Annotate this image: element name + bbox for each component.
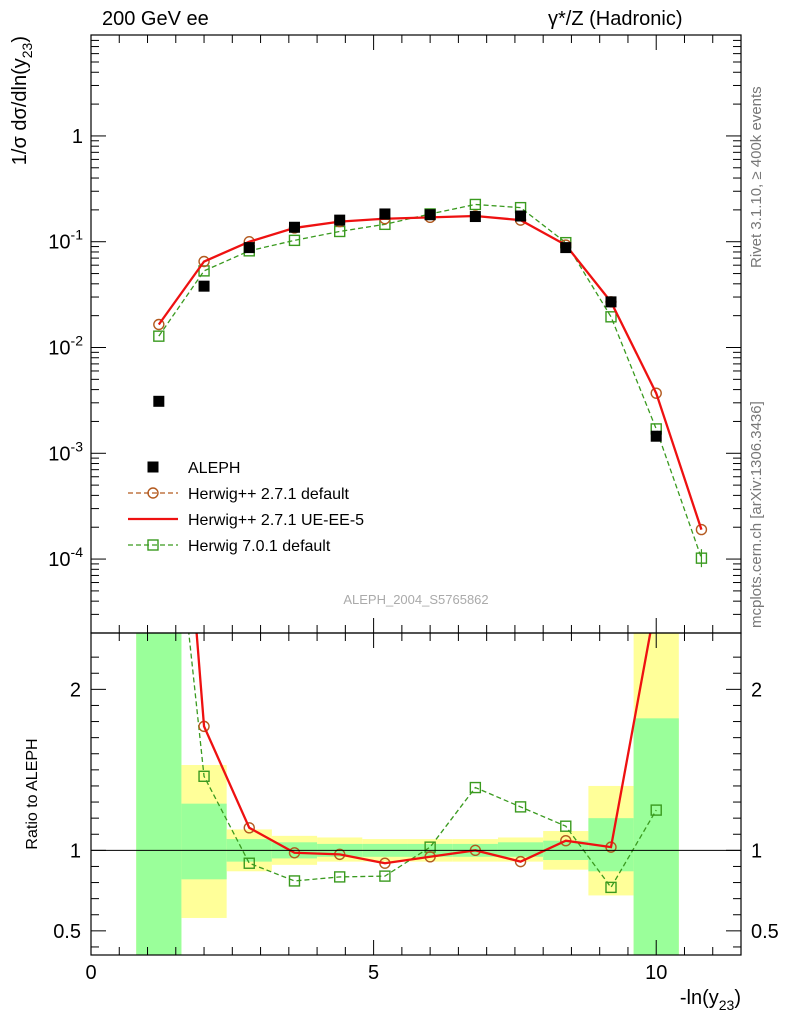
main-point-aleph-3 (288, 221, 300, 233)
main-point-aleph-12 (696, 639, 707, 650)
right-title: γ*/Z (Hadronic) (548, 8, 683, 30)
main-point-aleph-7 (469, 211, 481, 223)
ratio-point-herwig-2-7-1-default-2 (243, 822, 255, 834)
main-point-herwig-7-0-1-default-12 (695, 552, 708, 564)
main-point-herwig-7-0-1-default-0 (153, 330, 165, 342)
ratio-point-herwig-7-0-1-default-10 (605, 881, 617, 894)
ratio-point-herwig-2-7-1-default-0 (154, 153, 164, 163)
main-series (153, 198, 708, 650)
main-line-herwig-2-7-1-default (158, 215, 703, 530)
legend-label-herwig-2-7-1-default: Herwig++ 2.7.1 default (188, 486, 350, 503)
main-point-aleph-5 (379, 208, 391, 220)
main-ytick-label-exp-1: -3 (71, 438, 84, 454)
main-ytick-label-4: 1 (72, 126, 83, 148)
main-ytick-label-3: 10-1 (48, 227, 83, 254)
ratio-point-herwig-7-0-1-default-2 (243, 857, 255, 869)
band-inner-8 (497, 842, 544, 857)
ratio-ytick-label-right-2: 2 (751, 679, 762, 701)
main-ytick-label-2: 10-2 (48, 333, 83, 360)
ratio-xtick-label-0: 0 (85, 962, 96, 984)
ratio-ytick-label-right-0: 0.5 (751, 921, 779, 943)
ratio-point-herwig-2-7-1-default-8 (514, 855, 527, 868)
band-inner-1 (181, 803, 227, 880)
ratio-xtick-label-1: 5 (368, 962, 379, 984)
main-line-herwig-7-0-1-default (158, 203, 703, 559)
ratio-xlabel: -ln(y23) (680, 987, 741, 1013)
main-point-herwig-2-7-1-default-12 (695, 523, 708, 536)
ratio-bands (136, 633, 679, 955)
ratio-point-herwig-7-0-1-default-11 (650, 804, 662, 816)
watermark: ALEPH_2004_S5765862 (343, 592, 488, 607)
main-point-aleph-1 (198, 280, 210, 292)
ratio-series (154, 153, 662, 894)
ratio-point-herwig-7-0-1-default-0 (154, 346, 164, 356)
ratio-point-herwig-7-0-1-default-4 (333, 871, 346, 883)
main-ytick-label-exp-2: -2 (71, 333, 84, 349)
ratio-point-herwig-7-0-1-default-3 (288, 875, 301, 887)
left-title: 200 GeV ee (102, 8, 209, 30)
legend: ALEPH Herwig++ 2.7.1 default Herwig++ 2.7.… (128, 460, 364, 555)
main-ytick-label-0: 10-4 (48, 544, 83, 571)
main-ytick-label-1: 10-3 (48, 438, 83, 465)
main-ylabel: 1/σ dσ/dln(y23) (9, 36, 35, 165)
ratio-ytick-label-left-2: 2 (70, 679, 81, 701)
ratio-point-herwig-2-7-1-default-11 (651, 596, 661, 606)
main-point-aleph-9 (560, 242, 572, 254)
main-ytick-label-exp-3: -1 (71, 227, 84, 243)
main-point-aleph-8 (515, 210, 527, 222)
ratio-line-herwig-2-7-1-ue-ee-5 (195, 633, 652, 865)
main-ytick-label-exp-0: -4 (71, 544, 84, 560)
legend-label-aleph: ALEPH (188, 460, 240, 477)
main-point-herwig-2-7-1-default-11 (650, 387, 662, 399)
main-point-aleph-0 (153, 395, 165, 407)
ratio-frame (90, 632, 742, 956)
ratio-point-herwig-7-0-1-default-9 (560, 820, 572, 832)
main-point-herwig-2-7-1-default-0 (153, 318, 165, 331)
main-ylabel-sub: 23 (19, 42, 35, 58)
main-point-aleph-10 (605, 296, 617, 308)
main-point-herwig-7-0-1-default-7 (469, 198, 482, 211)
ratio-xtick-label-2: 10 (645, 962, 667, 984)
ratio-xlabel-sub: 23 (719, 997, 735, 1013)
legend-marker-aleph (147, 461, 159, 473)
ratio-ylabel: Ratio to ALEPH (24, 738, 41, 849)
ratio-line-herwig-7-0-1-default (188, 633, 657, 889)
legend-label-herwig-7-0-1-default: Herwig 7.0.1 default (188, 538, 331, 555)
ratio-ytick-label-left-1: 1 (70, 840, 81, 862)
main-point-herwig-7-0-1-default-10 (605, 311, 617, 323)
ratio-point-herwig-7-0-1-default-1 (198, 770, 210, 782)
main-point-aleph-6 (424, 209, 436, 221)
main-point-herwig-2-7-1-default-1 (198, 255, 210, 268)
ratio-ytick-label-left-0: 0.5 (53, 921, 81, 943)
ratio-point-herwig-7-0-1-default-5 (379, 870, 391, 882)
main-point-aleph-4 (334, 214, 346, 226)
main-point-herwig-7-0-1-default-3 (288, 234, 301, 247)
legend-marker-herwig-2-7-1-default (147, 487, 159, 499)
ratio-xlabel-tail: ) (734, 987, 741, 1009)
ratio-point-herwig-7-0-1-default-8 (514, 801, 527, 813)
main-point-aleph-2 (243, 242, 255, 254)
main-line-herwig-2-7-1-ue-ee-5 (157, 214, 703, 530)
legend-marker-herwig-7-0-1-default (147, 539, 159, 551)
ratio-ytick-label-right-1: 1 (751, 840, 762, 862)
legend-label-herwig-2-7-1-ue-ee-5: Herwig++ 2.7.1 UE-EE-5 (188, 512, 364, 529)
main-ylabel-tail: ) (9, 36, 31, 43)
ratio-point-herwig-7-0-1-default-7 (469, 781, 482, 794)
band-inner-0 (136, 633, 182, 955)
main-point-aleph-11 (650, 430, 662, 442)
